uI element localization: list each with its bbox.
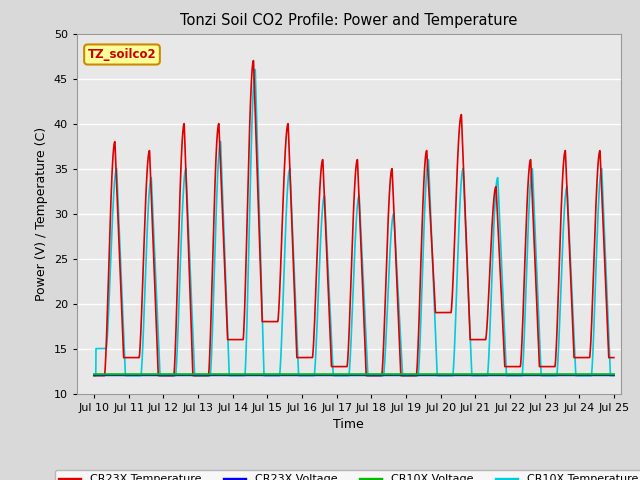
Legend: CR23X Temperature, CR23X Voltage, CR10X Voltage, CR10X Temperature: CR23X Temperature, CR23X Voltage, CR10X … xyxy=(55,470,640,480)
Text: TZ_soilco2: TZ_soilco2 xyxy=(88,48,156,61)
Title: Tonzi Soil CO2 Profile: Power and Temperature: Tonzi Soil CO2 Profile: Power and Temper… xyxy=(180,13,518,28)
X-axis label: Time: Time xyxy=(333,418,364,431)
Y-axis label: Power (V) / Temperature (C): Power (V) / Temperature (C) xyxy=(35,127,48,300)
